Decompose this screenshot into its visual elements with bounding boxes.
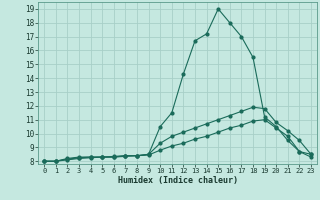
X-axis label: Humidex (Indice chaleur): Humidex (Indice chaleur) xyxy=(118,176,238,185)
